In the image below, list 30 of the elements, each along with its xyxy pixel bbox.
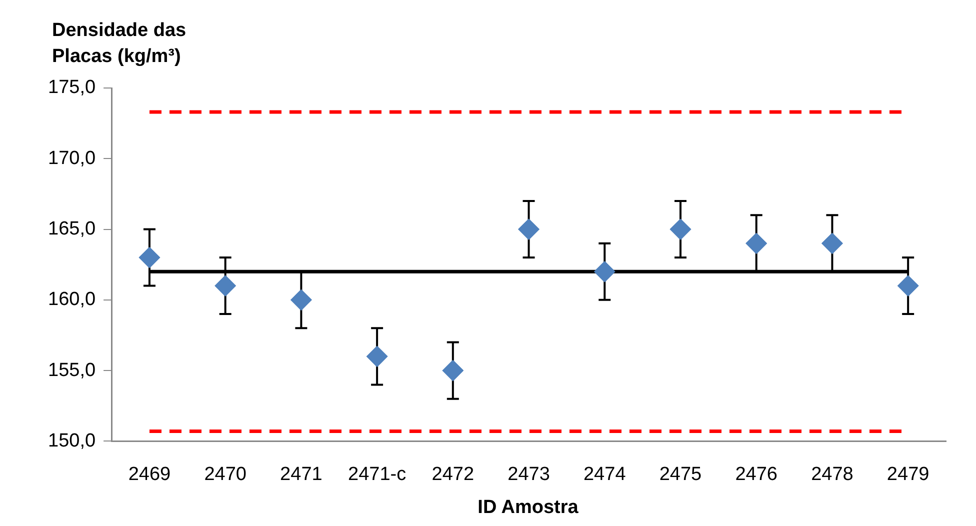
point xyxy=(138,247,160,268)
x-axis-title: ID Amostra xyxy=(476,497,580,519)
y-tick-label: 170,0 xyxy=(48,148,96,169)
x-tick-label: 2474 xyxy=(583,464,626,485)
x-tick-label: 2469 xyxy=(128,464,171,485)
point xyxy=(290,289,312,310)
point xyxy=(594,261,616,282)
point xyxy=(442,360,464,382)
y-axis-title: Densidade das Placas (kg/m³) xyxy=(52,19,188,69)
x-tick-label: 2473 xyxy=(508,464,550,485)
x-tick-label: 2479 xyxy=(886,464,930,485)
point xyxy=(214,275,236,296)
point xyxy=(746,232,767,254)
point xyxy=(518,218,540,240)
y-tick-label: 150,0 xyxy=(48,430,96,452)
x-tick-label: 2475 xyxy=(659,464,702,485)
x-tick-label: 2471-c xyxy=(348,464,406,485)
y-tick-label: 175,0 xyxy=(48,77,96,98)
x-tick-label: 2470 xyxy=(204,464,246,485)
point xyxy=(670,218,691,240)
point xyxy=(366,346,388,367)
y-tick-label: 165,0 xyxy=(48,218,96,240)
y-tick-label: 160,0 xyxy=(48,289,96,310)
point xyxy=(898,275,919,296)
x-tick-label: 2478 xyxy=(811,464,854,485)
x-tick-label: 2471 xyxy=(280,464,322,485)
x-tick-label: 2472 xyxy=(432,464,474,485)
y-tick-label: 155,0 xyxy=(48,360,96,381)
point xyxy=(822,232,843,254)
x-tick-label: 2476 xyxy=(735,464,778,485)
